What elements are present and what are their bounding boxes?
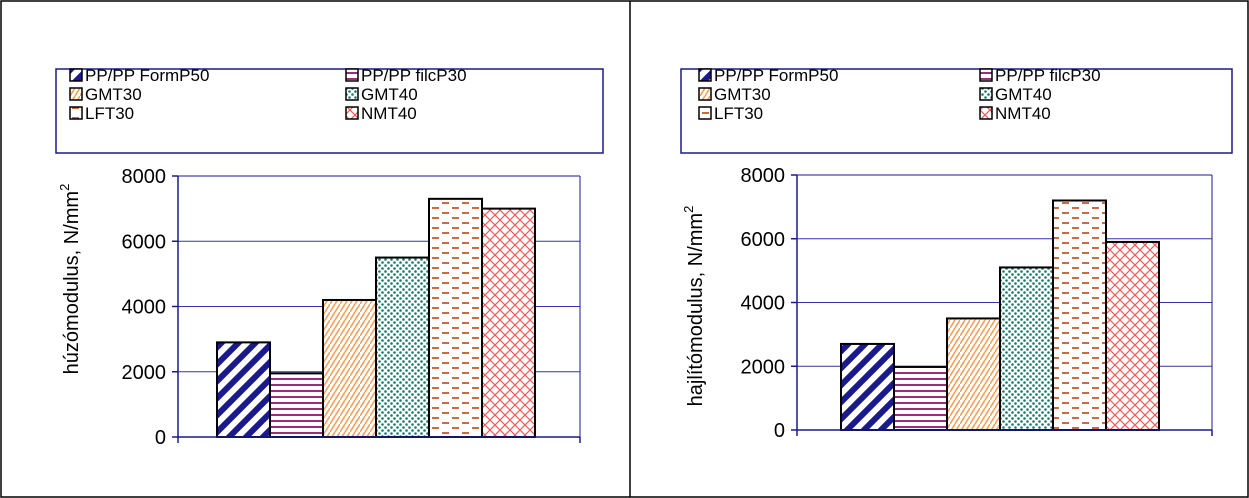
y-tick-label: 8000 bbox=[741, 165, 786, 187]
legend-label: PP/PP FormP50 bbox=[714, 66, 838, 85]
y-axis-label: hajlítómodulus, N/mm2 bbox=[681, 206, 707, 407]
y-tick-label: 6000 bbox=[741, 229, 786, 251]
legend: PP/PP FormP50 PP/PP filcP30 GMT30 GMT40 LFT3… bbox=[698, 66, 1101, 123]
legend-swatch bbox=[345, 87, 359, 101]
legend-swatch bbox=[698, 87, 712, 101]
bar-nmt40 bbox=[481, 207, 536, 438]
y-tick-label: 0 bbox=[155, 427, 166, 449]
bar-pp-pp-formp50 bbox=[216, 341, 271, 439]
bar-pp-pp-filcp30 bbox=[269, 372, 324, 439]
axes bbox=[791, 174, 1213, 436]
legend-box bbox=[55, 68, 604, 154]
y-tick-label: 2000 bbox=[122, 362, 167, 384]
bar-nmt40 bbox=[1105, 240, 1160, 431]
legend-item: LFT30 bbox=[698, 104, 763, 123]
legend-swatch bbox=[979, 106, 993, 120]
legend-label: PP/PP FormP50 bbox=[85, 66, 209, 85]
legend-box bbox=[680, 68, 1233, 154]
legend-item: GMT40 bbox=[979, 85, 1052, 104]
legend-label: NMT40 bbox=[995, 104, 1051, 123]
legend-swatch bbox=[69, 68, 83, 82]
legend-item: PP/PP filcP30 bbox=[345, 66, 467, 85]
legend-swatch bbox=[979, 87, 993, 101]
legend-item: PP/PP FormP50 bbox=[698, 66, 838, 85]
legend-swatch bbox=[69, 87, 83, 101]
y-axis-label: húzómodulus, N/mm2 bbox=[57, 184, 83, 375]
legend-item: LFT30 bbox=[69, 104, 134, 123]
bar-gmt30 bbox=[946, 317, 1001, 431]
legend-item: GMT30 bbox=[69, 85, 142, 104]
y-tick-label: 2000 bbox=[741, 356, 786, 378]
y-tick-labels: 0 2000 4000 6000 8000 bbox=[122, 166, 167, 449]
legend-label: GMT30 bbox=[714, 85, 771, 104]
bars bbox=[216, 197, 536, 439]
legend-label: NMT40 bbox=[361, 104, 417, 123]
legend-swatch bbox=[698, 68, 712, 82]
legend: PP/PP FormP50 PP/PP filcP30 GMT30 GMT40 LFT3… bbox=[69, 66, 467, 123]
legend-swatch bbox=[979, 68, 993, 82]
legend-label: GMT40 bbox=[995, 85, 1052, 104]
y-tick-label: 0 bbox=[774, 420, 785, 442]
y-tick-labels: 0 2000 4000 6000 8000 bbox=[741, 165, 786, 442]
legend-swatch bbox=[69, 106, 83, 120]
y-tick-label: 4000 bbox=[741, 293, 786, 315]
chart-panel-tensile: PP/PP FormP50 PP/PP filcP30 GMT30 GMT40 LFT3… bbox=[55, 66, 604, 449]
bar-gmt40 bbox=[375, 256, 430, 438]
legend-item: GMT30 bbox=[698, 85, 771, 104]
legend-swatch bbox=[345, 68, 359, 82]
chart-panel-flexural: PP/PP FormP50 PP/PP filcP30 GMT30 GMT40 LFT3… bbox=[680, 66, 1233, 442]
legend-label: GMT30 bbox=[85, 85, 142, 104]
bar-pp-pp-formp50 bbox=[840, 342, 895, 431]
legend-item: NMT40 bbox=[345, 104, 417, 123]
y-tick-label: 8000 bbox=[122, 166, 167, 188]
legend-label: LFT30 bbox=[714, 104, 763, 123]
legend-swatch bbox=[345, 106, 359, 120]
legend-item: PP/PP FormP50 bbox=[69, 66, 209, 85]
axes bbox=[172, 175, 581, 443]
bar-gmt40 bbox=[999, 266, 1054, 431]
legend-label: GMT40 bbox=[361, 85, 418, 104]
legend-label: PP/PP filcP30 bbox=[361, 66, 467, 85]
bars bbox=[840, 199, 1160, 432]
bar-gmt30 bbox=[322, 298, 377, 438]
bar-lft30 bbox=[1052, 199, 1107, 431]
bar-pp-pp-filcp30 bbox=[893, 365, 948, 432]
bar-lft30 bbox=[428, 197, 483, 438]
legend-swatch bbox=[698, 106, 712, 120]
legend-label: PP/PP filcP30 bbox=[995, 66, 1101, 85]
legend-item: GMT40 bbox=[345, 85, 418, 104]
y-tick-label: 4000 bbox=[122, 297, 167, 319]
legend-item: PP/PP filcP30 bbox=[979, 66, 1101, 85]
y-tick-label: 6000 bbox=[122, 231, 167, 253]
legend-item: NMT40 bbox=[979, 104, 1051, 123]
legend-label: LFT30 bbox=[85, 104, 134, 123]
